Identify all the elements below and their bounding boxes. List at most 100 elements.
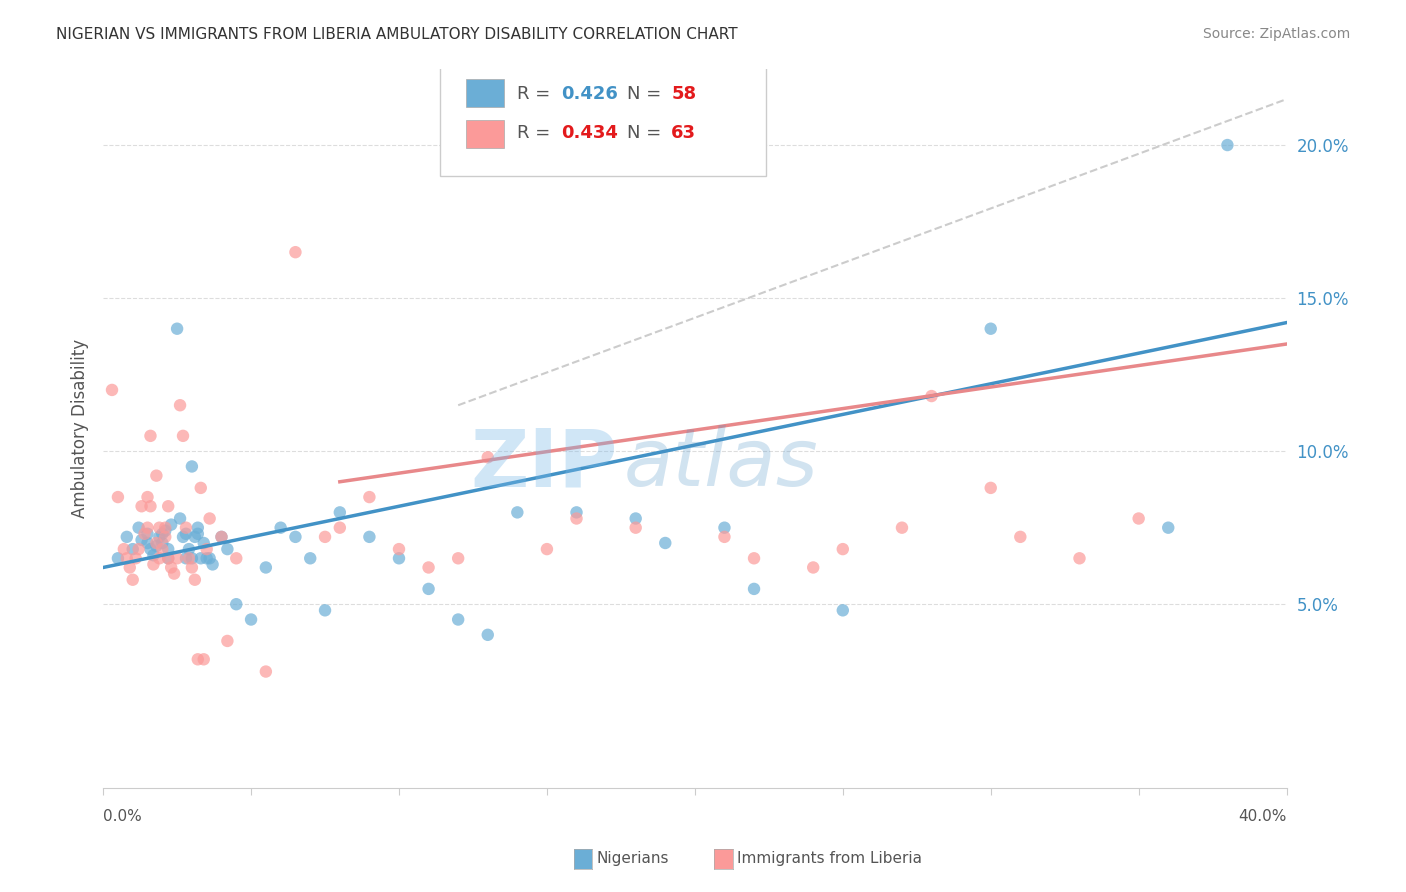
Point [536,542,558,557]
Point [150,526,173,541]
Point [388,542,411,557]
Point [418,560,440,574]
Point [742,582,765,596]
Point [359,530,381,544]
Point [359,490,381,504]
Point [254,665,277,679]
Point [217,634,239,648]
Point [193,536,215,550]
Point [329,521,352,535]
Point [447,613,470,627]
Text: 58: 58 [671,85,696,103]
Point [174,551,197,566]
Point [187,526,209,541]
Point [148,551,170,566]
Point [155,530,177,544]
Point [160,560,183,574]
Point [190,551,212,566]
Point [388,551,411,566]
Point [148,521,170,535]
Point [157,500,180,514]
Point [180,551,202,566]
Point [169,398,191,412]
Point [314,530,336,544]
Text: 0.434: 0.434 [561,124,619,142]
Point [195,542,218,557]
Point [124,551,146,566]
Point [225,597,247,611]
Point [217,542,239,557]
Text: 40.0%: 40.0% [1239,809,1286,824]
Point [128,542,150,557]
Text: Source: ZipAtlas.com: Source: ZipAtlas.com [1202,27,1350,41]
Point [121,542,143,557]
Point [477,450,499,465]
Point [155,524,177,538]
Point [187,652,209,666]
Point [145,468,167,483]
Point [254,560,277,574]
Point [172,429,194,443]
Point [565,505,588,519]
Point [148,530,170,544]
Point [980,481,1002,495]
Point [1010,530,1032,544]
Y-axis label: Ambulatory Disability: Ambulatory Disability [72,339,89,517]
Point [201,558,224,572]
Point [118,560,141,574]
Point [447,551,470,566]
Text: 0.0%: 0.0% [103,809,142,824]
Point [831,603,853,617]
Text: Immigrants from Liberia: Immigrants from Liberia [737,852,922,866]
Point [184,573,207,587]
Text: 0.426: 0.426 [561,85,619,103]
Point [284,245,307,260]
Point [139,500,162,514]
Text: Nigerians: Nigerians [596,852,669,866]
Point [180,459,202,474]
Point [284,530,307,544]
Point [136,526,159,541]
Point [142,548,165,562]
Point [198,551,221,566]
Point [713,530,735,544]
Point [624,521,647,535]
Point [193,652,215,666]
Point [240,613,263,627]
Point [187,521,209,535]
Point [145,539,167,553]
Point [115,551,138,566]
Point [166,322,188,336]
Point [891,521,914,535]
Point [172,530,194,544]
Point [654,536,676,550]
Point [174,521,197,535]
Point [506,505,529,519]
Point [131,533,153,547]
Point [184,530,207,544]
Point [174,526,197,541]
Point [134,526,156,541]
Point [169,511,191,525]
FancyBboxPatch shape [467,120,505,148]
Point [314,603,336,617]
Point [160,517,183,532]
Point [713,521,735,535]
Point [107,551,129,566]
Point [418,582,440,596]
Point [163,566,186,581]
Point [128,521,150,535]
Point [115,530,138,544]
Point [1069,551,1091,566]
Point [195,551,218,566]
Point [112,542,135,557]
Point [107,490,129,504]
Point [211,530,233,544]
Point [177,542,200,557]
Point [157,551,180,566]
Point [742,551,765,566]
Point [121,573,143,587]
Text: R =: R = [517,85,557,103]
Point [270,521,292,535]
Point [801,560,824,574]
